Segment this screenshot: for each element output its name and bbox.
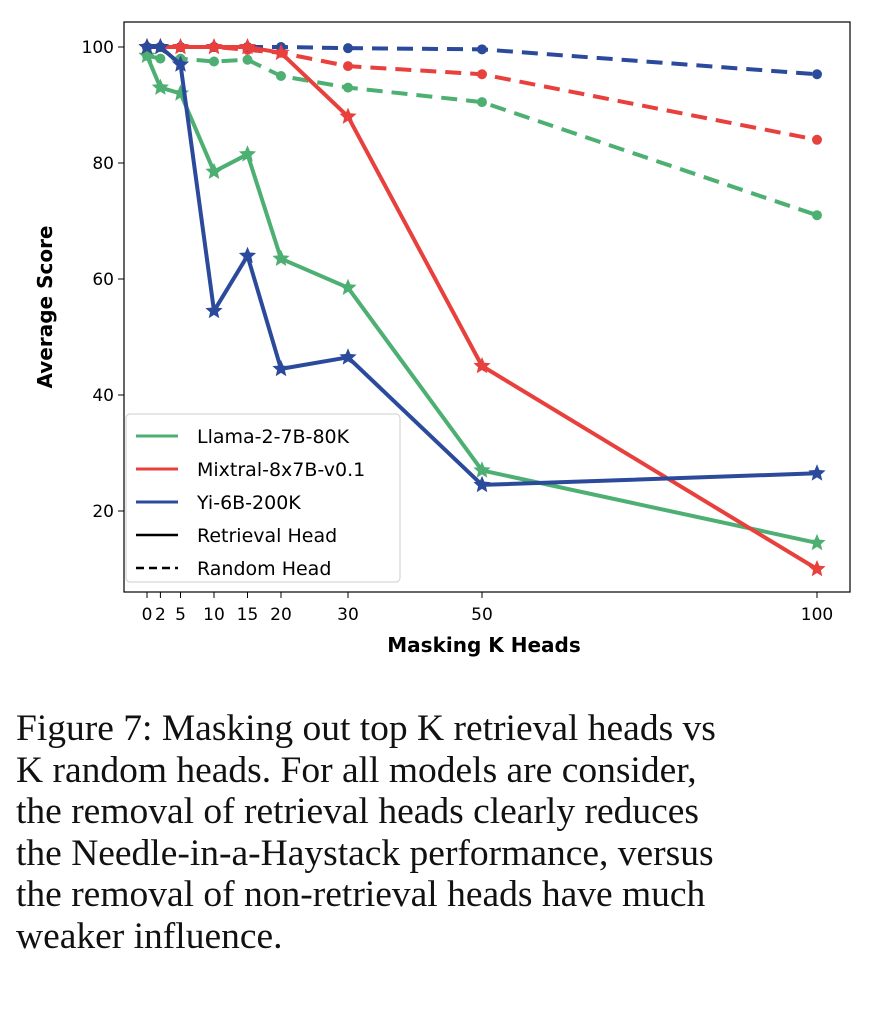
star-marker [171,38,190,55]
star-marker [238,246,257,264]
dot-marker [343,82,353,93]
star-marker [473,461,491,478]
star-marker [473,357,491,374]
x-tick-label: 100 [801,605,833,625]
y-axis-label: Average Score [33,226,57,389]
line-chart: 0 2 5 10 15 20 30 50 100 20 40 60 80 100 Llama-2-7B-8… [33,21,851,657]
dot-marker [209,56,219,67]
legend-label: Mixtral-8x7B-v0.1 [197,459,365,481]
star-marker [339,278,357,295]
x-tick-label: 20 [270,605,292,625]
caption-line: the removal of non-retrieval heads have … [16,874,706,915]
figure-caption: Figure 7: Masking out top K retrieval he… [16,708,876,957]
star-marker [205,301,223,319]
x-tick-label: 2 [155,605,166,625]
star-marker [238,38,257,55]
dot-marker [812,69,822,80]
star-marker [138,38,156,55]
legend-box [125,413,401,583]
legend-label: Random Head [197,558,331,580]
series-yi-6b-200k-retrieval [138,38,826,493]
legend-label: Llama-2-7B-80K [197,426,350,448]
star-marker [808,533,826,551]
series-llama-2-7b-80k-retrieval [138,46,826,551]
star-marker [151,78,169,95]
star-marker [138,46,156,63]
caption-line: K random heads. For all models are consi… [16,749,697,791]
y-tick-label: 20 [92,502,114,522]
star-marker [473,475,491,493]
y-tick-label: 80 [92,154,114,174]
x-axis-label: Masking K Heads [387,633,580,657]
star-marker [151,38,169,55]
star-marker [808,560,826,577]
x-tick-label: 5 [175,605,186,625]
dot-marker [477,69,487,80]
star-marker [808,464,826,481]
star-marker [339,107,357,124]
caption-line: Figure 7: Masking out top K retrieval he… [16,708,716,749]
y-tick-label: 40 [92,386,114,406]
star-marker [171,55,190,72]
dot-marker [242,54,253,65]
caption-line: the Needle-in-a-Haystack performance, ve… [16,832,714,874]
legend-label: Retrieval Head [197,525,337,547]
series-llama-2-7b-80k-random [142,50,822,221]
y-tick-label: 100 [82,38,114,58]
y-tick-label: 60 [92,270,114,290]
star-marker [272,359,290,377]
caption-line: weaker influence. [16,915,283,957]
caption-line: the removal of retrieval heads clearly r… [16,791,699,832]
legend: Llama-2-7B-80K Mixtral-8x7B-v0.1 Yi-6B-200… [125,413,401,583]
dot-marker [477,44,487,55]
legend-label: Yi-6B-200K [196,492,301,514]
x-tick-label: 15 [237,605,259,625]
dot-marker [155,53,166,64]
star-marker [339,348,357,365]
star-marker [205,38,223,55]
dot-marker [343,61,353,72]
x-tick-label: 30 [337,605,359,625]
dot-marker [477,97,487,108]
star-marker [272,249,290,266]
x-tick-label: 0 [142,605,153,625]
dot-marker [812,134,822,145]
star-marker [272,43,290,61]
dot-marker [343,43,353,54]
x-tick-label: 50 [471,605,493,625]
dot-marker [276,71,286,81]
star-marker [238,145,257,162]
star-marker [205,162,223,179]
x-tick-label: 10 [203,605,225,625]
dot-marker [812,210,822,221]
